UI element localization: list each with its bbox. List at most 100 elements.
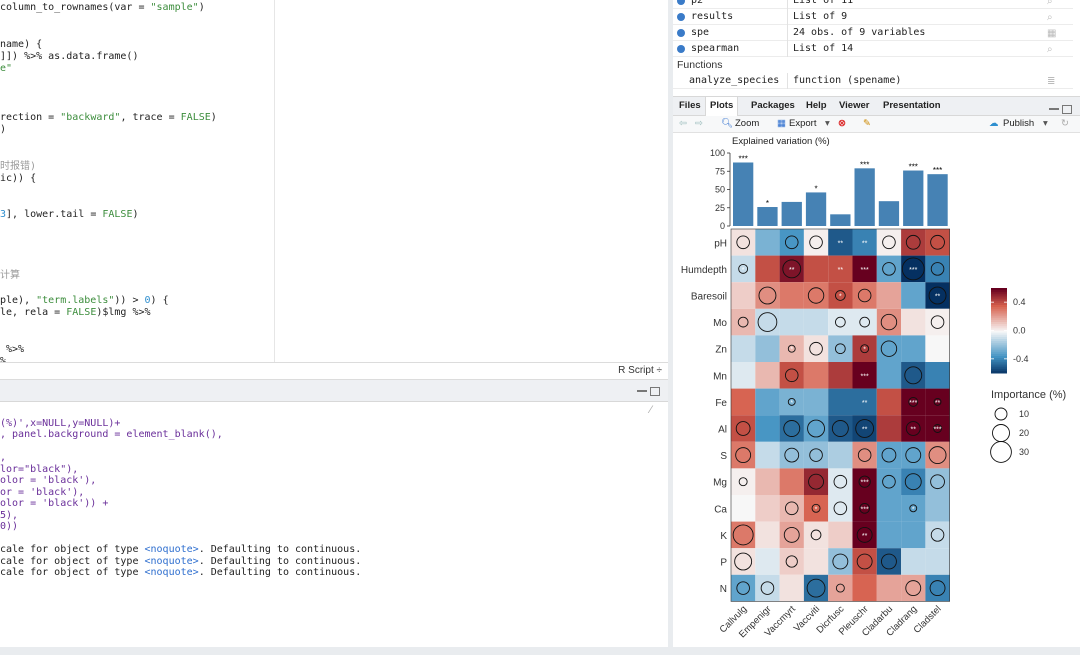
code-token: ple), (0, 294, 37, 306)
colorbar-segment (991, 311, 1007, 314)
console-line: cale for object of type <noquote>. Defau… (0, 567, 361, 579)
publish-icon[interactable]: ☁ (989, 118, 999, 129)
heatmap-cell (731, 521, 756, 549)
tab-packages[interactable]: Packages (751, 100, 795, 111)
heatmap-cell (852, 255, 877, 283)
minimize-icon[interactable] (1049, 108, 1059, 111)
expand-arrow-icon[interactable] (677, 29, 685, 37)
colorbar-segment (991, 319, 1007, 323)
bar-y-tick-label: 100 (710, 148, 725, 158)
heatmap-cell (731, 229, 756, 256)
importance-circle (735, 447, 752, 464)
heatmap-cell (925, 468, 950, 495)
publish-button[interactable]: Publish (1003, 118, 1035, 129)
tab-plots[interactable]: Plots (705, 97, 739, 116)
expand-arrow-icon[interactable] (677, 45, 685, 53)
code-token: ) (132, 209, 139, 221)
cell-signif-label: *** (861, 506, 869, 513)
env-row[interactable]: analyze_species function (spename) ≣ (673, 73, 1073, 89)
colorbar-segment (991, 370, 1007, 374)
importance-circle (809, 235, 823, 250)
console-token: cale for object of type (0, 544, 145, 555)
chevron-down-icon[interactable]: ▾ (1043, 118, 1048, 129)
search-icon[interactable]: ⌕ (1047, 0, 1053, 7)
console[interactable]: ⁄ (%)',x=NULL,y=NULL)+, panel.background… (0, 402, 668, 655)
tab-files[interactable]: Files (679, 100, 701, 111)
minimize-icon[interactable] (637, 390, 647, 393)
colorbar-segment (991, 356, 1007, 359)
zoom-button[interactable]: Zoom (735, 118, 760, 129)
export-icon[interactable]: ▦ (777, 118, 786, 129)
importance-circle (929, 580, 946, 597)
expand-arrow-icon[interactable] (677, 13, 685, 21)
code-token: ], lower.tail = (6, 209, 103, 221)
code-token: ) { (150, 294, 169, 306)
colorbar-segment (991, 358, 1007, 361)
env-row[interactable]: p2 List of 11 ⌕ (673, 0, 1073, 9)
heatmap-cell (803, 362, 829, 389)
heatmap-row-label: pH (714, 238, 727, 249)
heatmap-cell (901, 282, 926, 309)
broom-icon[interactable]: ⁄ (650, 404, 652, 416)
script-type-selector[interactable]: R Script ÷ (618, 365, 662, 376)
heatmap-cell (828, 255, 853, 283)
colorbar-segment (991, 300, 1007, 304)
refresh-icon[interactable]: ↻ (1061, 118, 1069, 129)
heatmap-cell (852, 441, 877, 469)
heatmap-cell (803, 521, 829, 549)
plots-window-controls[interactable] (1049, 103, 1072, 115)
source-editor[interactable]: column_to_rownames(var = "sample") name) … (0, 0, 668, 367)
env-row[interactable]: spe 24 obs. of 9 variables ▦ (673, 25, 1073, 41)
heatmap-cell (901, 415, 926, 442)
console-window-controls[interactable] (637, 385, 660, 397)
code-icon[interactable]: ≣ (1047, 76, 1056, 87)
env-column-divider (787, 9, 788, 25)
table-icon[interactable]: ▦ (1047, 28, 1057, 39)
expand-arrow-icon[interactable] (677, 0, 685, 5)
back-arrow-icon[interactable]: ⇦ (679, 118, 687, 129)
chevron-down-icon[interactable]: ▾ (825, 118, 830, 129)
search-icon[interactable]: ⌕ (1047, 44, 1053, 55)
env-column-divider (787, 0, 788, 9)
heatmap-cell (779, 335, 804, 362)
importance-circle (905, 580, 922, 597)
heatmap-row-label: Al (718, 425, 727, 436)
tab-viewer[interactable]: Viewer (839, 100, 870, 111)
heatmap-cell (852, 548, 877, 575)
importance-legend-circle (992, 424, 1010, 442)
tab-help[interactable]: Help (806, 100, 827, 111)
importance-circle (928, 286, 947, 305)
cell-signif-label: *** (909, 400, 917, 407)
heatmap-cell (731, 282, 756, 309)
maximize-icon[interactable] (650, 386, 660, 396)
tab-presentation[interactable]: Presentation (883, 100, 941, 111)
heatmap-cell (852, 229, 877, 256)
heatmap-cell (876, 468, 902, 495)
env-column-divider (787, 73, 788, 89)
forward-arrow-icon[interactable]: ⇨ (695, 118, 703, 129)
broom-icon[interactable]: ✎ (863, 118, 871, 129)
maximize-icon[interactable] (1062, 104, 1072, 114)
heatmap-cell (779, 308, 804, 336)
heatmap-cell (852, 521, 877, 549)
zoom-icon[interactable]: 🔍︎ (721, 118, 734, 129)
heatmap-cell (803, 468, 829, 495)
heatmap-cell (876, 574, 902, 602)
cell-signif-label: *** (861, 480, 869, 487)
code-line: %>% (0, 344, 24, 356)
env-row[interactable]: results List of 9 ⌕ (673, 9, 1073, 25)
env-var-name: results (691, 11, 734, 22)
importance-circle (930, 234, 945, 250)
export-button[interactable]: Export (789, 118, 817, 129)
colorbar-segment (991, 305, 1007, 308)
remove-plot-icon[interactable]: ⊗ (838, 118, 846, 129)
importance-circle (930, 474, 945, 490)
heatmap-cell (779, 282, 804, 309)
colorbar-segment (991, 360, 1007, 363)
code-token: , trace = (120, 111, 181, 123)
colorbar-segment (991, 322, 1007, 325)
env-row[interactable]: spearman List of 14 ⌕ (673, 41, 1073, 57)
heatmap-cell (755, 415, 780, 442)
search-icon[interactable]: ⌕ (1047, 12, 1053, 23)
heatmap-cell (901, 388, 926, 416)
